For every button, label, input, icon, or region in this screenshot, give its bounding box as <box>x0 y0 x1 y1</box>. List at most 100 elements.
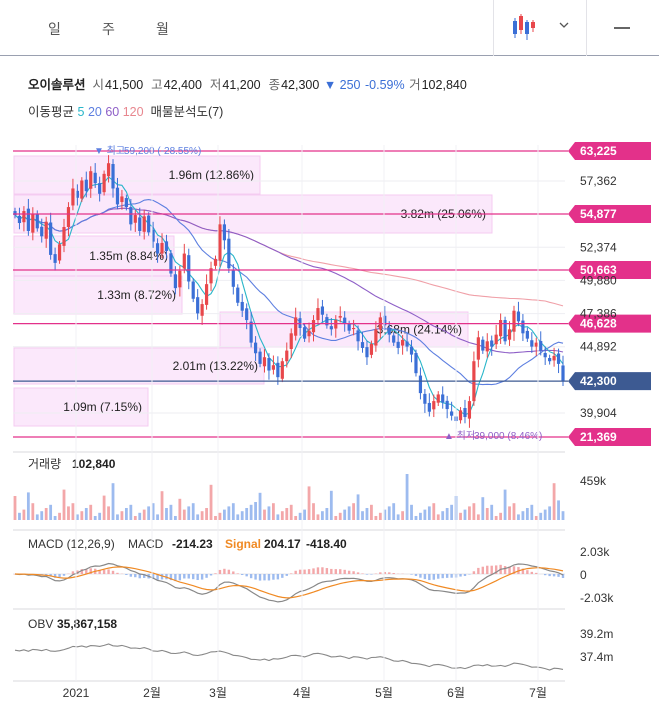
candle[interactable] <box>458 410 463 421</box>
candle[interactable] <box>31 213 35 233</box>
candle[interactable] <box>556 353 561 364</box>
candle[interactable] <box>164 241 169 251</box>
candle[interactable] <box>507 329 512 340</box>
candle[interactable] <box>289 333 293 349</box>
candle[interactable] <box>49 222 53 255</box>
candle[interactable] <box>552 355 556 361</box>
candle[interactable] <box>26 208 30 231</box>
candle[interactable] <box>418 375 423 394</box>
candle[interactable] <box>334 320 338 329</box>
candle[interactable] <box>356 330 360 342</box>
candle[interactable] <box>316 308 320 321</box>
candle[interactable] <box>93 172 97 184</box>
candle[interactable] <box>467 401 472 419</box>
candle[interactable] <box>476 337 480 360</box>
candle[interactable] <box>253 342 258 354</box>
candle[interactable] <box>17 215 22 224</box>
candle[interactable] <box>178 270 182 288</box>
candle[interactable] <box>227 238 231 269</box>
candle[interactable] <box>53 254 57 263</box>
candle[interactable] <box>441 394 445 403</box>
candle[interactable] <box>521 320 525 334</box>
candle[interactable] <box>280 361 284 379</box>
candle[interactable] <box>151 229 155 242</box>
candle[interactable] <box>485 341 489 352</box>
candle[interactable] <box>138 217 142 231</box>
candle[interactable] <box>98 183 102 194</box>
candle[interactable] <box>329 326 333 330</box>
candle[interactable] <box>530 340 534 347</box>
candle[interactable] <box>209 268 213 284</box>
candle[interactable] <box>204 284 209 305</box>
candle[interactable] <box>218 224 222 261</box>
candle[interactable] <box>124 198 128 208</box>
candle[interactable] <box>245 308 249 321</box>
candle[interactable] <box>169 253 173 274</box>
candle[interactable] <box>525 330 529 339</box>
candle[interactable] <box>392 335 396 343</box>
candle[interactable] <box>539 341 543 351</box>
candle[interactable] <box>200 304 204 316</box>
candle[interactable] <box>258 351 262 364</box>
candle[interactable] <box>409 346 414 355</box>
candle[interactable] <box>13 211 17 216</box>
candle[interactable] <box>66 207 71 228</box>
candle[interactable] <box>343 317 347 325</box>
candle[interactable] <box>302 327 307 339</box>
candle[interactable] <box>22 211 26 223</box>
candle[interactable] <box>432 401 436 410</box>
candle[interactable] <box>182 253 186 269</box>
chart-type-button[interactable] <box>494 0 586 56</box>
candle[interactable] <box>499 320 503 337</box>
candle[interactable] <box>155 243 160 254</box>
candle[interactable] <box>213 258 218 266</box>
candle[interactable] <box>561 365 565 382</box>
candle[interactable] <box>294 317 298 336</box>
candle[interactable] <box>503 320 507 342</box>
candle[interactable] <box>311 320 316 333</box>
candle[interactable] <box>102 173 106 193</box>
candle[interactable] <box>222 224 226 241</box>
candle[interactable] <box>445 400 449 410</box>
candle[interactable] <box>57 244 62 261</box>
candle[interactable] <box>307 330 311 337</box>
candle[interactable] <box>196 297 200 314</box>
candle[interactable] <box>142 216 146 232</box>
candle[interactable] <box>271 365 276 370</box>
candle[interactable] <box>62 227 66 246</box>
candle[interactable] <box>173 274 177 289</box>
candle[interactable] <box>387 327 391 335</box>
candle[interactable] <box>534 342 538 347</box>
candle[interactable] <box>512 310 516 332</box>
candle[interactable] <box>401 339 405 346</box>
candle[interactable] <box>249 321 253 343</box>
candle[interactable] <box>369 343 374 355</box>
candle[interactable] <box>160 242 164 254</box>
candle[interactable] <box>44 221 48 239</box>
candle[interactable] <box>35 213 39 229</box>
candle[interactable] <box>338 316 342 318</box>
tab-day[interactable]: 일 <box>48 21 61 37</box>
candle[interactable] <box>133 215 137 223</box>
candle[interactable] <box>147 215 151 233</box>
candle[interactable] <box>89 171 93 189</box>
candle[interactable] <box>71 188 75 206</box>
candle[interactable] <box>450 411 454 416</box>
candle[interactable] <box>129 207 133 225</box>
candle[interactable] <box>276 362 280 378</box>
candle[interactable] <box>267 358 271 371</box>
candle[interactable] <box>436 394 440 403</box>
candle[interactable] <box>463 408 467 418</box>
candle[interactable] <box>365 347 369 358</box>
candle[interactable] <box>383 315 387 326</box>
candle[interactable] <box>75 190 79 198</box>
candle[interactable] <box>405 341 409 347</box>
candle[interactable] <box>481 339 485 351</box>
candle[interactable] <box>80 180 84 199</box>
candle[interactable] <box>320 306 325 315</box>
candle[interactable] <box>262 357 267 367</box>
candle[interactable] <box>240 301 244 311</box>
tab-week[interactable]: 주 <box>102 21 115 37</box>
candle[interactable] <box>106 163 111 177</box>
